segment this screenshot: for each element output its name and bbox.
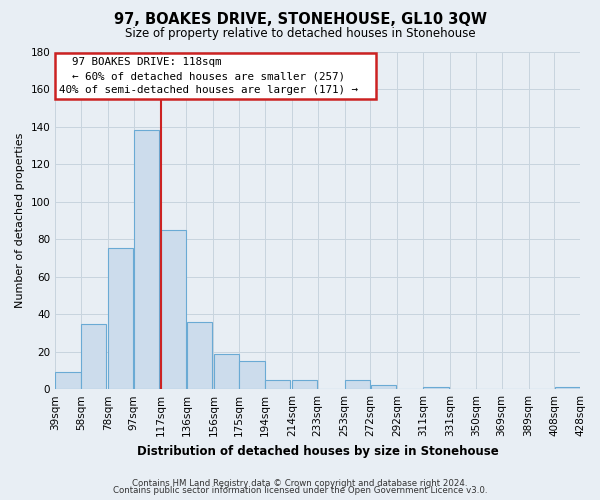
Bar [554, 388, 580, 389]
Bar [214, 354, 239, 389]
Bar [81, 324, 106, 389]
Bar [187, 322, 212, 389]
Bar [345, 380, 370, 389]
Bar [55, 372, 80, 389]
Text: Size of property relative to detached houses in Stonehouse: Size of property relative to detached ho… [125, 28, 475, 40]
Bar [161, 230, 186, 389]
X-axis label: Distribution of detached houses by size in Stonehouse: Distribution of detached houses by size … [137, 444, 499, 458]
Bar [108, 248, 133, 389]
Y-axis label: Number of detached properties: Number of detached properties [15, 132, 25, 308]
Text: Contains HM Land Registry data © Crown copyright and database right 2024.: Contains HM Land Registry data © Crown c… [132, 478, 468, 488]
Bar [292, 380, 317, 389]
Bar [423, 388, 449, 389]
Bar [134, 130, 159, 389]
Bar [265, 380, 290, 389]
Bar [239, 361, 265, 389]
Text: 97, BOAKES DRIVE, STONEHOUSE, GL10 3QW: 97, BOAKES DRIVE, STONEHOUSE, GL10 3QW [113, 12, 487, 28]
Text: 97 BOAKES DRIVE: 118sqm
  ← 60% of detached houses are smaller (257)
40% of semi: 97 BOAKES DRIVE: 118sqm ← 60% of detache… [59, 57, 371, 95]
Bar [371, 386, 396, 389]
Text: Contains public sector information licensed under the Open Government Licence v3: Contains public sector information licen… [113, 486, 487, 495]
